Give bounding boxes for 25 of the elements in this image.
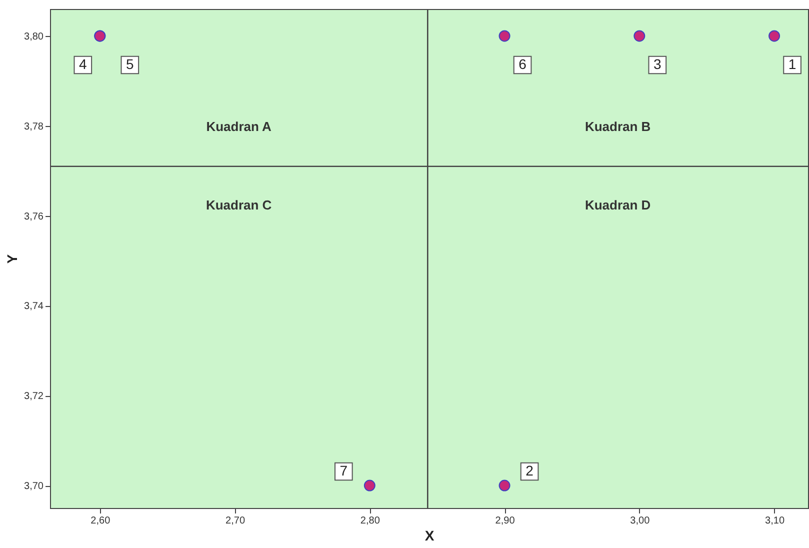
y-tick-label: 3,80 [24, 31, 44, 42]
annotation: 2 [526, 462, 534, 479]
annotation: Kuadran D [584, 198, 651, 213]
x-tick-label: 2,70 [226, 516, 246, 526]
annotation: 3 [654, 56, 662, 72]
annotation: Kuadran A [206, 119, 272, 134]
annotation: Kuadran B [584, 119, 651, 134]
annotation: 5 [126, 56, 134, 72]
y-tick-label: 3,78 [24, 121, 44, 132]
y-tick-label: 3,70 [24, 481, 44, 492]
annotation: 1 [788, 56, 796, 72]
annotation: 7 [340, 462, 348, 479]
x-axis-title: X [424, 528, 435, 544]
y-tick-label: 3,74 [24, 301, 44, 312]
y-tick-label: 3,72 [24, 391, 44, 402]
y-axis-title: Y [4, 254, 20, 264]
x-tick-label: 2,90 [495, 516, 516, 526]
x-tick-label: 2,60 [90, 516, 111, 526]
x-tick-label: 3,00 [630, 516, 650, 526]
y-tick-label: 3,76 [24, 211, 44, 222]
x-tick-label: 3,10 [765, 516, 785, 526]
annotation: Kuadran C [206, 198, 272, 213]
x-tick-label: 2,80 [360, 516, 380, 526]
annotation: 4 [79, 56, 88, 72]
annotation: 6 [518, 56, 527, 72]
